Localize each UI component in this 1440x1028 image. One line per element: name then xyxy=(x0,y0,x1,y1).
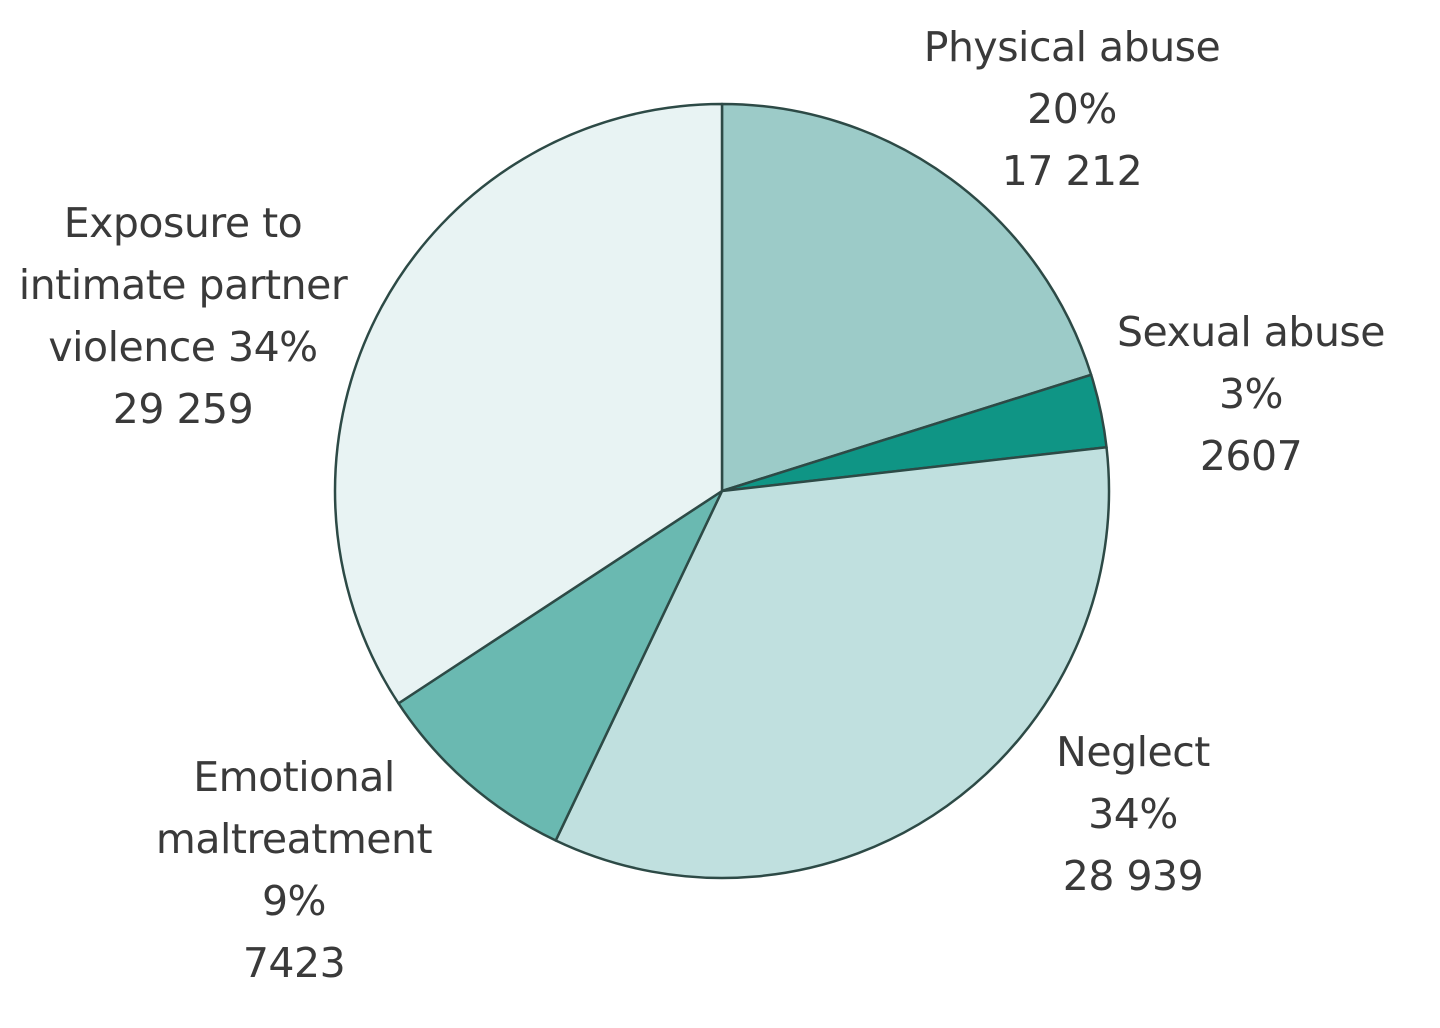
label-physical-abuse: Physical abuse 20% 17 212 xyxy=(924,16,1221,202)
label-neglect-name: Neglect xyxy=(1056,728,1210,776)
label-neglect-count: 28 939 xyxy=(1062,852,1204,900)
label-sexual-percent: 3% xyxy=(1218,370,1284,418)
label-exposure-count: 29 259 xyxy=(112,385,254,433)
pie-slice-exposure-to-intimate-partner-violence xyxy=(333,102,724,705)
label-sexual-name: Sexual abuse xyxy=(1116,308,1386,356)
label-sexual-abuse: Sexual abuse 3% 2607 xyxy=(1116,301,1386,487)
label-exposure-ipv: Exposure to intimate partner violence 34… xyxy=(18,192,348,440)
label-exposure-name-2: intimate partner xyxy=(18,261,348,309)
pie-slice-physical-abuse xyxy=(720,102,1093,493)
label-sexual-count: 2607 xyxy=(1199,432,1303,480)
label-exposure-name-3: violence 34% xyxy=(48,323,318,371)
label-emotional-percent: 9% xyxy=(261,877,327,925)
pie-slice-emotional-maltreatment xyxy=(397,489,724,842)
label-physical-percent: 20% xyxy=(1027,85,1117,133)
label-physical-name: Physical abuse xyxy=(923,23,1221,71)
label-emotional-name-2: maltreatment xyxy=(155,815,433,863)
label-neglect: Neglect 34% 28 939 xyxy=(1056,721,1210,907)
label-physical-count: 17 212 xyxy=(1001,147,1143,195)
pie-slice-neglect xyxy=(554,445,1111,880)
label-exposure-name-1: Exposure to xyxy=(63,199,303,247)
label-emotional-count: 7423 xyxy=(242,939,346,987)
pie-slices xyxy=(333,102,1111,880)
label-emotional-name-1: Emotional xyxy=(193,753,395,801)
label-neglect-percent: 34% xyxy=(1088,790,1178,838)
label-emotional-maltreatment: Emotional maltreatment 9% 7423 xyxy=(155,746,433,994)
